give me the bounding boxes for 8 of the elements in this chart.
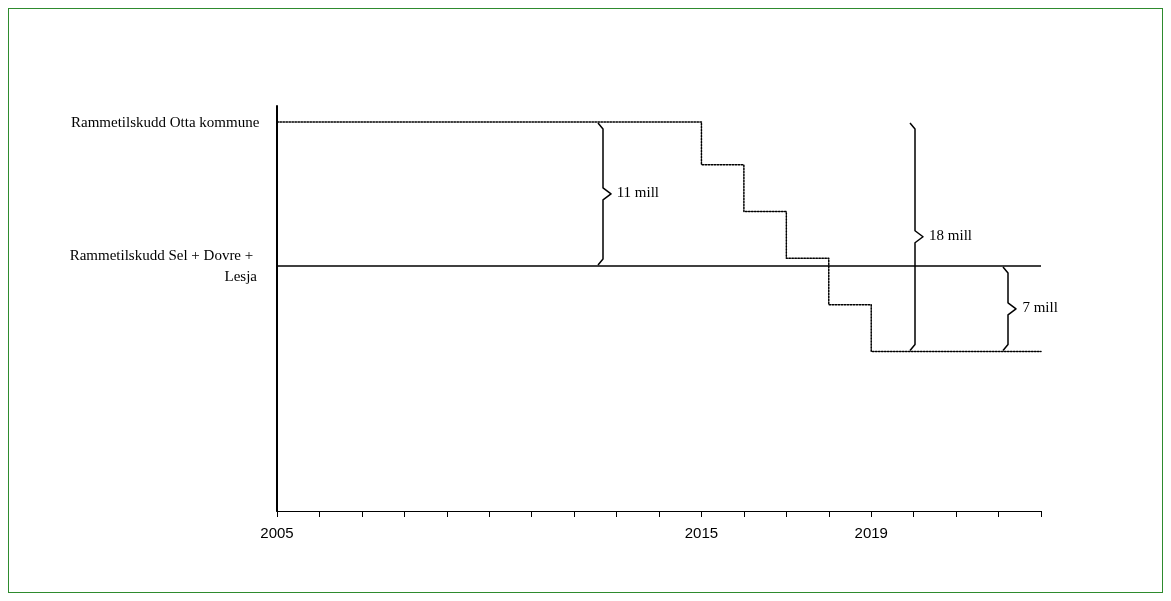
series-label: Rammetilskudd Otta kommune [71,114,260,131]
annotation: 11 mill [616,184,660,202]
annotation: 7 mill [1022,298,1058,316]
x-tick-label: 2015 [684,524,719,541]
ref-line-label: Rammetilskudd Sel + Dovre + Lesja [69,247,258,285]
x-tick-label: 2005 [260,524,294,541]
annotation: 18 mill [929,226,972,244]
x-tick-label: 2019 [854,524,888,541]
